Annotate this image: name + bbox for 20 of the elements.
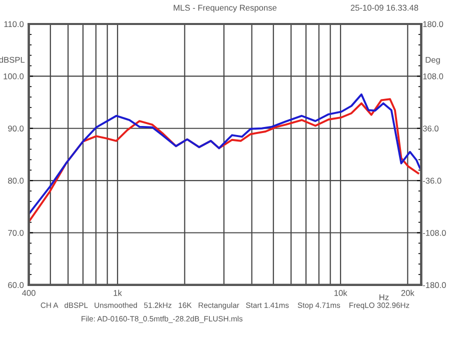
x-axis-title: Hz bbox=[380, 294, 389, 300]
chart-title: MLS - Frequency Response bbox=[174, 4, 277, 12]
x-tick-label: 400 bbox=[22, 290, 36, 296]
y2-axis-title: Deg bbox=[426, 56, 440, 64]
y2-tick-label: -108.0 bbox=[422, 230, 446, 236]
y-tick-label: 90.0 bbox=[8, 126, 24, 132]
y-tick-label: 110.0 bbox=[4, 21, 24, 28]
chart-subtitle: 25-10-09 16.33.48 bbox=[350, 4, 418, 11]
y-tick-label: 100.0 bbox=[4, 73, 24, 80]
y-tick-label: 60.0 bbox=[8, 282, 24, 288]
y2-tick-label: -180.0 bbox=[422, 282, 446, 288]
y-tick-label: 70.0 bbox=[8, 230, 24, 236]
y2-tick-label: -36.0 bbox=[422, 178, 442, 184]
x-tick-label: 20k bbox=[401, 290, 414, 296]
x-tick-label: 10k bbox=[334, 290, 348, 296]
x-tick-label: 1k bbox=[114, 290, 122, 296]
y2-tick-label: 108.0 bbox=[423, 73, 444, 80]
y-tick-label: 80.0 bbox=[8, 178, 24, 184]
y2-tick-label: 36.0 bbox=[422, 126, 438, 132]
y2-tick-label: 180.0 bbox=[423, 21, 444, 28]
